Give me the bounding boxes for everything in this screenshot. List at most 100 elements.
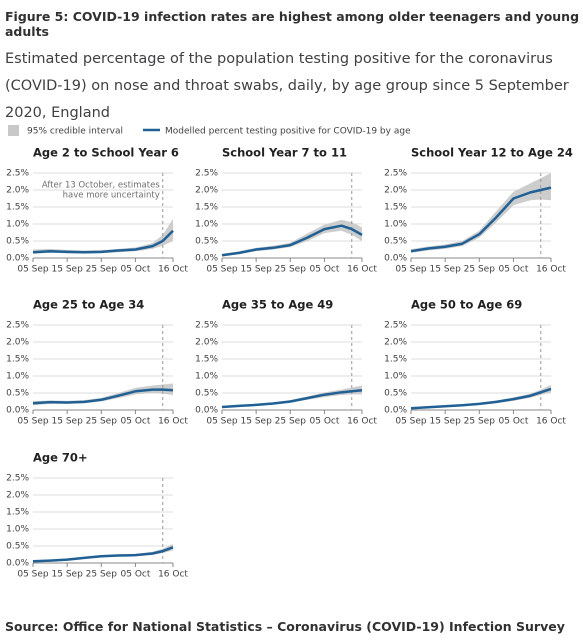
x-tick-label: 25 Sep <box>464 265 496 275</box>
y-tick-label: 0.0% <box>384 254 407 264</box>
x-tick-label: 16 Oct <box>158 570 188 580</box>
x-tick-label: 16 Oct <box>347 417 377 427</box>
figure-title: Figure 5: COVID-19 infection rates are h… <box>5 9 580 39</box>
y-tick-label: 2.0% <box>6 338 29 348</box>
figure-subtitle: Estimated percentage of the population t… <box>5 51 569 121</box>
panel-title: School Year 12 to Age 24 <box>411 146 573 160</box>
y-tick-label: 0.5% <box>6 542 29 552</box>
y-tick-label: 0.5% <box>384 237 407 247</box>
panel-title: Age 25 to Age 34 <box>33 298 144 312</box>
y-tick-label: 1.5% <box>6 508 29 518</box>
y-tick-label: 2.5% <box>195 321 218 331</box>
x-tick-label: 15 Sep <box>52 417 84 427</box>
y-tick-label: 2.5% <box>384 169 407 179</box>
y-tick-label: 0.0% <box>6 559 29 569</box>
y-tick-label: 0.5% <box>6 389 29 399</box>
legend-swatch <box>8 125 19 136</box>
x-tick-label: 05 Oct <box>121 417 151 427</box>
y-tick-label: 0.5% <box>6 237 29 247</box>
y-tick-label: 1.5% <box>384 355 407 365</box>
credible-interval <box>222 385 362 408</box>
x-tick-label: 25 Sep <box>86 265 118 275</box>
line <box>32 388 174 405</box>
x-tick-label: 15 Sep <box>52 570 84 580</box>
y-tick-label: 1.5% <box>384 203 407 213</box>
line <box>221 389 363 409</box>
x-tick-label: 05 Sep <box>395 417 427 427</box>
y-tick-label: 2.5% <box>6 321 29 331</box>
y-tick-label: 2.0% <box>6 491 29 501</box>
line <box>221 224 363 257</box>
x-tick-label: 05 Oct <box>121 570 151 580</box>
y-tick-label: 1.5% <box>195 203 218 213</box>
legend-label: 95% credible interval <box>27 127 123 137</box>
x-tick-label: 05 Sep <box>395 265 427 275</box>
y-tick-label: 1.5% <box>195 355 218 365</box>
x-tick-label: 05 Oct <box>310 417 340 427</box>
x-tick-label: 05 Sep <box>206 265 238 275</box>
panel-title: School Year 7 to 11 <box>222 146 347 160</box>
panel-title: Age 2 to School Year 6 <box>33 146 179 160</box>
x-tick-label: 16 Oct <box>347 265 377 275</box>
x-tick-label: 16 Oct <box>158 265 188 275</box>
panel-title: Age 50 to Age 69 <box>411 298 522 312</box>
x-tick-label: 05 Oct <box>499 417 529 427</box>
y-tick-label: 2.0% <box>6 186 29 196</box>
y-tick-label: 1.0% <box>384 220 407 230</box>
y-tick-label: 2.5% <box>6 169 29 179</box>
y-tick-label: 1.5% <box>6 355 29 365</box>
y-tick-label: 1.0% <box>6 372 29 382</box>
x-tick-label: 15 Sep <box>52 265 84 275</box>
x-tick-label: 16 Oct <box>536 417 566 427</box>
x-tick-label: 25 Sep <box>86 417 118 427</box>
y-tick-label: 2.0% <box>195 186 218 196</box>
x-tick-label: 05 Sep <box>17 265 49 275</box>
x-tick-label: 16 Oct <box>536 265 566 275</box>
x-tick-label: 25 Sep <box>275 417 307 427</box>
y-tick-label: 0.0% <box>195 254 218 264</box>
y-tick-label: 0.0% <box>6 254 29 264</box>
credible-interval <box>33 383 173 406</box>
y-tick-label: 1.0% <box>195 372 218 382</box>
line <box>410 186 552 253</box>
y-tick-label: 0.0% <box>6 406 29 416</box>
y-tick-label: 0.5% <box>384 389 407 399</box>
x-tick-label: 25 Sep <box>464 417 496 427</box>
y-tick-label: 1.0% <box>6 220 29 230</box>
panel-title: Age 70+ <box>33 451 88 465</box>
x-tick-label: 15 Sep <box>430 417 462 427</box>
x-tick-label: 15 Sep <box>241 417 273 427</box>
y-tick-label: 2.5% <box>384 321 407 331</box>
x-tick-label: 05 Oct <box>121 265 151 275</box>
x-tick-label: 05 Sep <box>17 570 49 580</box>
y-tick-label: 0.0% <box>384 406 407 416</box>
y-tick-label: 0.5% <box>195 389 218 399</box>
y-tick-label: 1.0% <box>195 220 218 230</box>
line <box>32 546 174 563</box>
panel-title: Age 35 to Age 49 <box>222 298 333 312</box>
y-tick-label: 0.5% <box>195 237 218 247</box>
y-tick-label: 2.0% <box>195 338 218 348</box>
x-tick-label: 05 Oct <box>310 265 340 275</box>
x-tick-label: 05 Sep <box>17 417 49 427</box>
y-tick-label: 2.5% <box>6 474 29 484</box>
y-tick-label: 2.5% <box>195 169 218 179</box>
annotation: have more uncertainty <box>63 191 160 201</box>
x-tick-label: 05 Sep <box>206 417 238 427</box>
y-tick-label: 2.0% <box>384 338 407 348</box>
y-tick-label: 0.0% <box>195 406 218 416</box>
line <box>410 387 552 410</box>
y-tick-label: 1.0% <box>6 525 29 535</box>
y-tick-label: 2.0% <box>384 186 407 196</box>
x-tick-label: 15 Sep <box>241 265 273 275</box>
x-tick-label: 25 Sep <box>86 570 118 580</box>
credible-interval <box>411 173 551 253</box>
y-tick-label: 1.0% <box>384 372 407 382</box>
x-tick-label: 25 Sep <box>275 265 307 275</box>
x-tick-label: 16 Oct <box>158 417 188 427</box>
x-tick-label: 15 Sep <box>430 265 462 275</box>
annotation: After 13 October, estimates <box>42 181 160 191</box>
x-tick-label: 05 Oct <box>499 265 529 275</box>
